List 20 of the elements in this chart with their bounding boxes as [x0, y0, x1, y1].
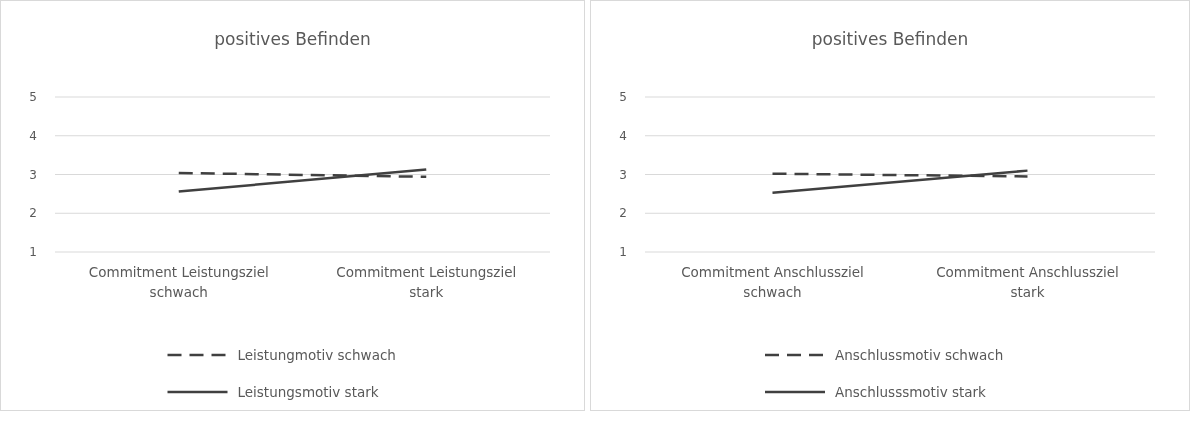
x-tick-label: Commitment Anschlussziel stark: [936, 264, 1119, 300]
y-tick-label: 4: [29, 128, 37, 143]
y-tick-label: 2: [619, 206, 627, 221]
y-tick-label: 1: [29, 245, 37, 260]
legend-label: Anschlusssmotiv stark: [835, 383, 987, 400]
x-tick-label: Commitment Leistungsziel stark: [336, 264, 517, 300]
legend-label: Leistungmotiv schwach: [237, 346, 396, 363]
chart-title: positives Befinden: [214, 29, 371, 49]
y-tick-label: 2: [29, 206, 37, 221]
y-tick-label: 3: [29, 167, 37, 182]
chart-title: positives Befinden: [811, 29, 969, 49]
y-tick-label: 5: [619, 90, 627, 105]
x-tick-label: Commitment Anschlussziel schwach: [681, 264, 864, 300]
legend-label: Leistungsmotiv stark: [237, 383, 379, 400]
x-tick-label: Commitment Leistungsziel schwach: [88, 264, 269, 300]
y-tick-label: 3: [619, 167, 627, 182]
y-tick-label: 1: [619, 245, 627, 260]
legend-label: Anschlussmotiv schwach: [835, 346, 1004, 363]
y-tick-label: 4: [619, 128, 627, 143]
y-tick-label: 5: [29, 90, 37, 105]
